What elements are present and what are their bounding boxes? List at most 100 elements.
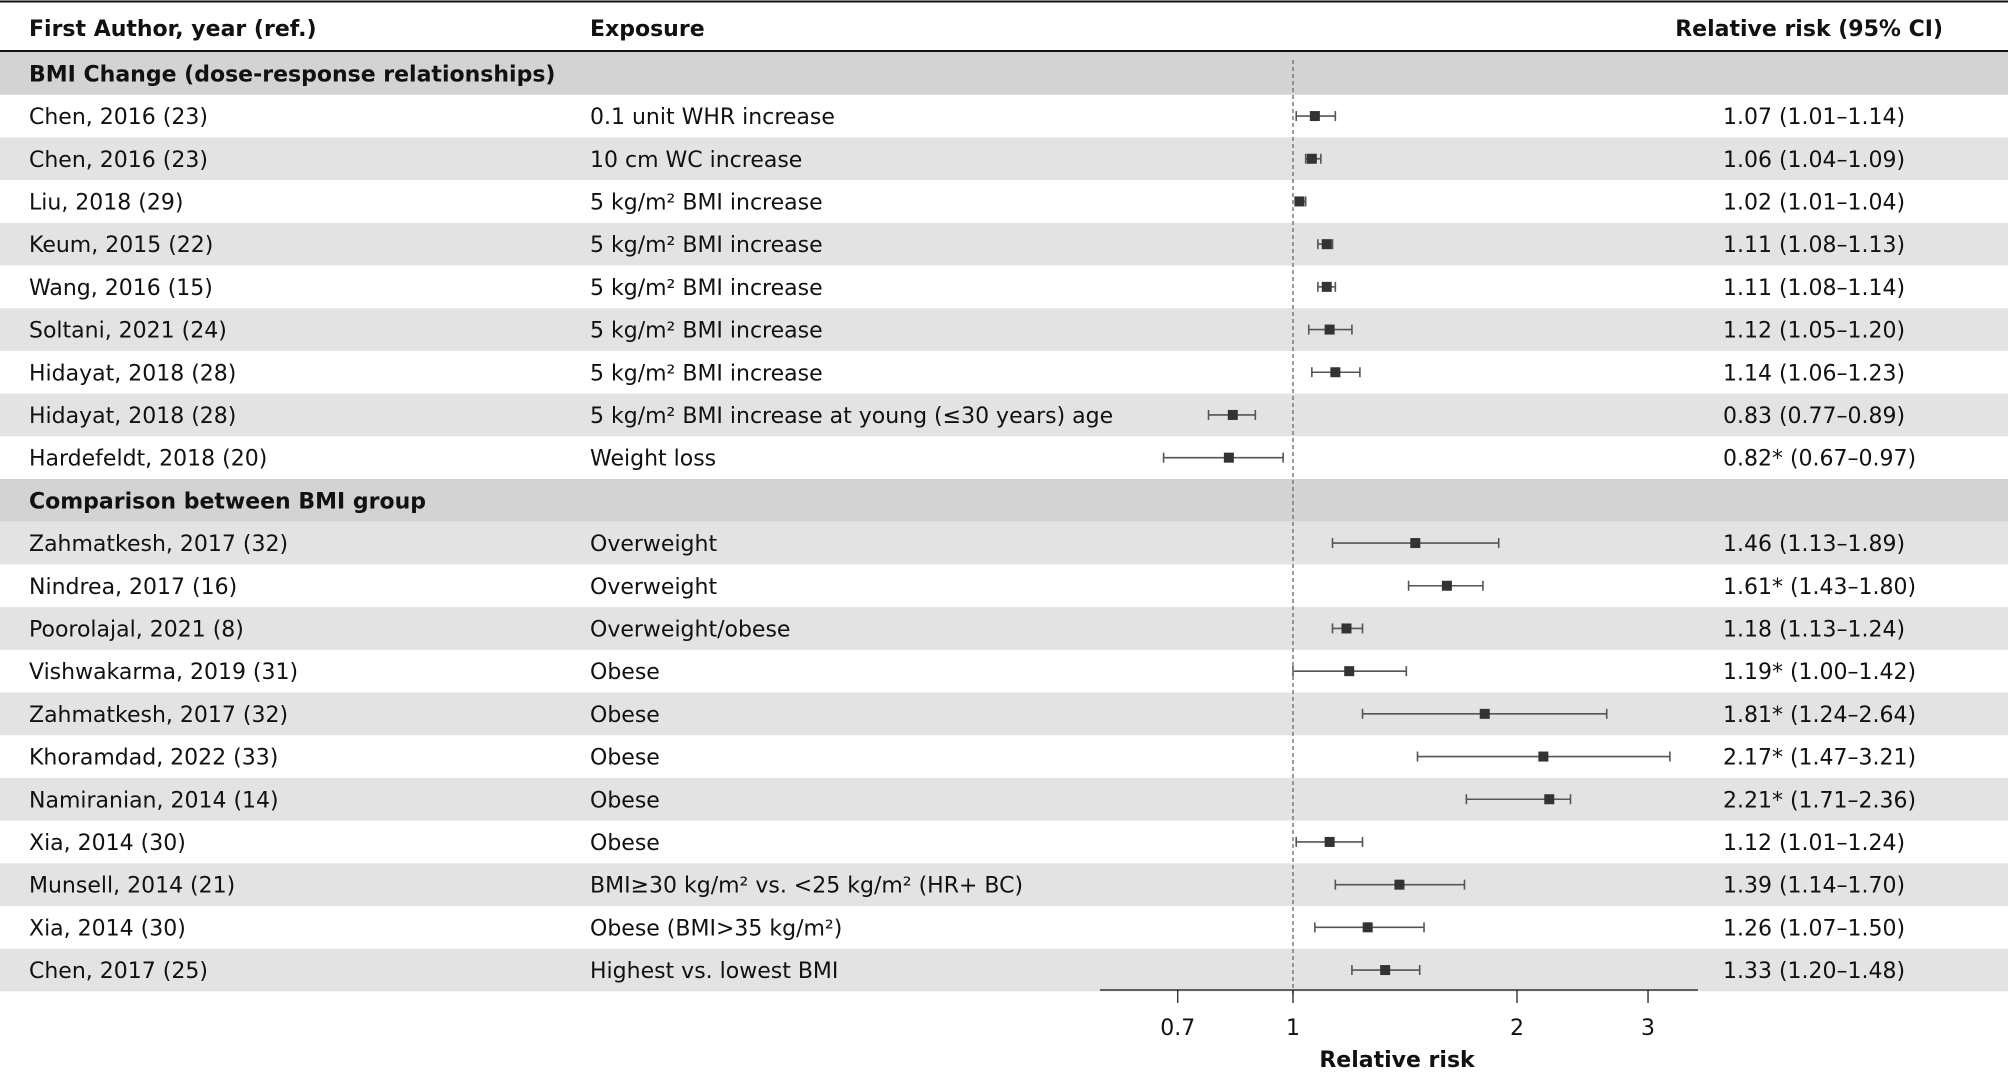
author-label: Khoramdad, 2022 (33): [29, 746, 278, 771]
exposure-label: 10 cm WC increase: [590, 148, 802, 173]
author-label: Xia, 2014 (30): [29, 831, 186, 856]
exposure-label: Highest vs. lowest BMI: [590, 959, 838, 984]
point-estimate: [1321, 281, 1332, 292]
point-estimate: [1394, 879, 1405, 890]
point-estimate: [1324, 324, 1335, 335]
author-label: Namiranian, 2014 (14): [29, 788, 279, 813]
exposure-label: Obese (BMI>35 kg/m²): [590, 916, 842, 941]
exposure-label: Overweight/obese: [590, 617, 790, 642]
exposure-label: Overweight: [590, 575, 717, 600]
rr-label: 1.18 (1.13–1.24): [1723, 617, 1905, 642]
rr-label: 2.21* (1.71–2.36): [1723, 788, 1916, 813]
author-label: Keum, 2015 (22): [29, 233, 213, 258]
point-estimate: [1324, 836, 1335, 847]
rr-label: 0.83 (0.77–0.89): [1723, 404, 1905, 429]
row-band: [0, 137, 2008, 181]
section-label: Comparison between BMI group: [29, 489, 426, 514]
exposure-label: 5 kg/m² BMI increase at young (≤30 years…: [590, 404, 1113, 429]
rr-label: 1.26 (1.07–1.50): [1723, 916, 1905, 941]
column-header-exposure: Exposure: [590, 17, 705, 42]
author-label: Zahmatkesh, 2017 (32): [29, 703, 288, 728]
exposure-label: 5 kg/m² BMI increase: [590, 319, 823, 344]
point-estimate: [1410, 538, 1421, 549]
author-label: Chen, 2017 (25): [29, 959, 208, 984]
rr-label: 1.14 (1.06–1.23): [1723, 361, 1905, 386]
author-label: Hardefeldt, 2018 (20): [29, 447, 267, 472]
x-axis-title: Relative risk: [1319, 1048, 1476, 1073]
rr-label: 1.81* (1.24–2.64): [1723, 703, 1916, 728]
row-band: [0, 393, 2008, 437]
x-tick-label: 3: [1641, 1016, 1655, 1041]
point-estimate: [1330, 367, 1341, 378]
rr-label: 1.12 (1.05–1.20): [1723, 319, 1905, 344]
rr-label: 1.19* (1.00–1.42): [1723, 660, 1916, 685]
point-estimate: [1544, 794, 1555, 805]
rr-label: 1.61* (1.43–1.80): [1723, 575, 1916, 600]
exposure-label: Obese: [590, 831, 660, 856]
rr-label: 1.33 (1.20–1.48): [1723, 959, 1905, 984]
exposure-label: Obese: [590, 746, 660, 771]
author-label: Soltani, 2021 (24): [29, 319, 227, 344]
row-band: [0, 521, 2008, 565]
author-label: Wang, 2016 (15): [29, 276, 213, 301]
rr-label: 1.39 (1.14–1.70): [1723, 874, 1905, 899]
point-estimate: [1380, 965, 1391, 976]
x-tick-label: 2: [1510, 1016, 1524, 1041]
column-header-rr: Relative risk (95% CI): [1675, 17, 1943, 42]
point-estimate: [1479, 708, 1490, 719]
author-label: Xia, 2014 (30): [29, 916, 186, 941]
section-band: [0, 52, 2008, 95]
point-estimate: [1321, 239, 1332, 250]
exposure-label: Obese: [590, 788, 660, 813]
author-label: Zahmatkesh, 2017 (32): [29, 532, 288, 557]
x-tick-label: 1: [1286, 1016, 1300, 1041]
author-label: Vishwakarma, 2019 (31): [29, 660, 298, 685]
exposure-label: Obese: [590, 660, 660, 685]
rr-label: 1.02 (1.01–1.04): [1723, 190, 1905, 215]
point-estimate: [1306, 153, 1317, 164]
row-band: [0, 777, 2008, 821]
point-estimate: [1362, 922, 1373, 933]
author-label: Nindrea, 2017 (16): [29, 575, 237, 600]
row-band: [0, 863, 2008, 906]
exposure-label: 0.1 unit WHR increase: [590, 105, 835, 130]
point-estimate: [1309, 111, 1320, 122]
author-label: Hidayat, 2018 (28): [29, 404, 236, 429]
rr-label: 1.11 (1.08–1.14): [1723, 276, 1905, 301]
rr-label: 1.46 (1.13–1.89): [1723, 532, 1905, 557]
exposure-label: Obese: [590, 703, 660, 728]
row-band: [0, 948, 2008, 992]
exposure-label: Weight loss: [590, 447, 716, 472]
row-band: [0, 607, 2008, 650]
exposure-label: 5 kg/m² BMI increase: [590, 190, 823, 215]
author-label: Liu, 2018 (29): [29, 190, 183, 215]
author-label: Chen, 2016 (23): [29, 148, 208, 173]
point-estimate: [1538, 751, 1549, 762]
rr-label: 1.06 (1.04–1.09): [1723, 148, 1905, 173]
point-estimate: [1227, 409, 1238, 420]
rr-label: 1.11 (1.08–1.13): [1723, 233, 1905, 258]
point-estimate: [1441, 580, 1452, 591]
exposure-label: Overweight: [590, 532, 717, 557]
row-band: [0, 308, 2008, 351]
point-estimate: [1344, 666, 1355, 677]
exposure-label: 5 kg/m² BMI increase: [590, 233, 823, 258]
point-estimate: [1294, 196, 1305, 207]
rr-label: 0.82* (0.67–0.97): [1723, 447, 1916, 472]
author-label: Hidayat, 2018 (28): [29, 361, 236, 386]
rr-label: 1.07 (1.01–1.14): [1723, 105, 1905, 130]
author-label: Munsell, 2014 (21): [29, 874, 235, 899]
author-label: Poorolajal, 2021 (8): [29, 617, 244, 642]
row-band: [0, 222, 2008, 266]
column-header-author: First Author, year (ref.): [29, 17, 317, 42]
x-tick-label: 0.7: [1160, 1016, 1195, 1041]
rr-label: 1.12 (1.01–1.24): [1723, 831, 1905, 856]
exposure-label: 5 kg/m² BMI increase: [590, 361, 823, 386]
point-estimate: [1341, 623, 1352, 634]
rr-label: 2.17* (1.47–3.21): [1723, 746, 1916, 771]
exposure-label: 5 kg/m² BMI increase: [590, 276, 823, 301]
author-label: Chen, 2016 (23): [29, 105, 208, 130]
row-band: [0, 692, 2008, 736]
section-band: [0, 479, 2008, 522]
